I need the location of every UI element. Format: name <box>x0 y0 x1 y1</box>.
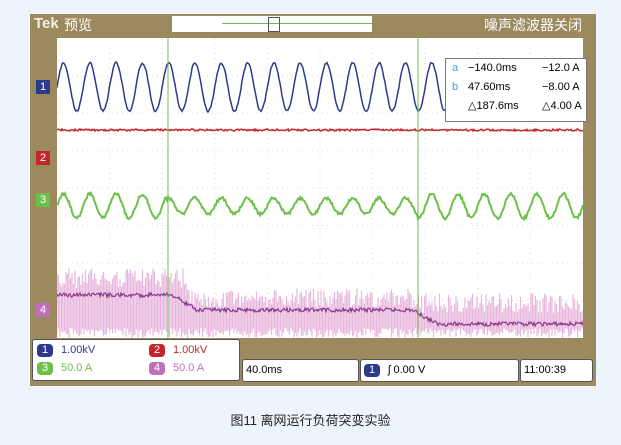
ch1-badge[interactable]: 1 <box>37 344 53 357</box>
ch2-trace <box>56 127 584 133</box>
ch4-badge[interactable]: 4 <box>149 362 165 375</box>
brand-logo: Tek <box>34 15 59 32</box>
ch2-scale: 1.00kV <box>173 344 208 356</box>
ch3-badge[interactable]: 3 <box>37 362 53 375</box>
noise-filter-status: 噪声滤波器关闭 <box>484 17 582 33</box>
ch3-trace <box>56 190 584 223</box>
cursor-readout: a −140.0ms −12.0 A b 47.60ms −8.00 A △187.6m… <box>445 58 587 122</box>
clock: 11:00:39 <box>520 359 593 382</box>
timebase-readout[interactable]: 40.0ms <box>242 359 359 382</box>
ch1-marker[interactable]: 1 <box>36 80 50 94</box>
channel-scale-panel: 1 1.00kV 2 1.00kV 3 50.0 A 4 50.0 A <box>32 339 240 381</box>
cursor-a-value: −12.0 A <box>542 62 580 74</box>
ch3-marker[interactable]: 3 <box>36 193 50 207</box>
oscilloscope-screen: Tek 预览 噪声滤波器关闭 1 2 3 4 a −140.0ms −12.0 A … <box>30 14 596 386</box>
figure-caption: 图11 离网运行负荷突变实验 <box>230 413 391 428</box>
trigger-readout[interactable]: 1 ʃ 0.00 V <box>360 359 519 382</box>
ch3-scale: 50.0 A <box>61 362 93 374</box>
trigger-level: ʃ 0.00 V <box>388 364 426 376</box>
cursor-b-value: −8.00 A <box>542 81 580 93</box>
cursor-a-time: −140.0ms <box>468 62 517 74</box>
ch2-badge[interactable]: 2 <box>149 344 165 357</box>
mode-label: 预览 <box>64 17 92 33</box>
ch2-marker[interactable]: 2 <box>36 151 50 165</box>
trigger-channel-badge: 1 <box>364 364 380 377</box>
cursor-b-time: 47.60ms <box>468 81 511 93</box>
ch1-scale: 1.00kV <box>61 344 96 356</box>
cursor-delta-value: △4.00 A <box>542 100 582 112</box>
cursor-delta-time: △187.6ms <box>468 100 519 112</box>
cursor-b-icon: b <box>452 81 459 93</box>
cursor-a-icon: a <box>452 62 459 74</box>
record-position-bar[interactable] <box>172 16 372 32</box>
ch4-trace <box>56 291 584 328</box>
ch4-scale: 50.0 A <box>173 362 205 374</box>
ch4-marker[interactable]: 4 <box>36 303 50 317</box>
